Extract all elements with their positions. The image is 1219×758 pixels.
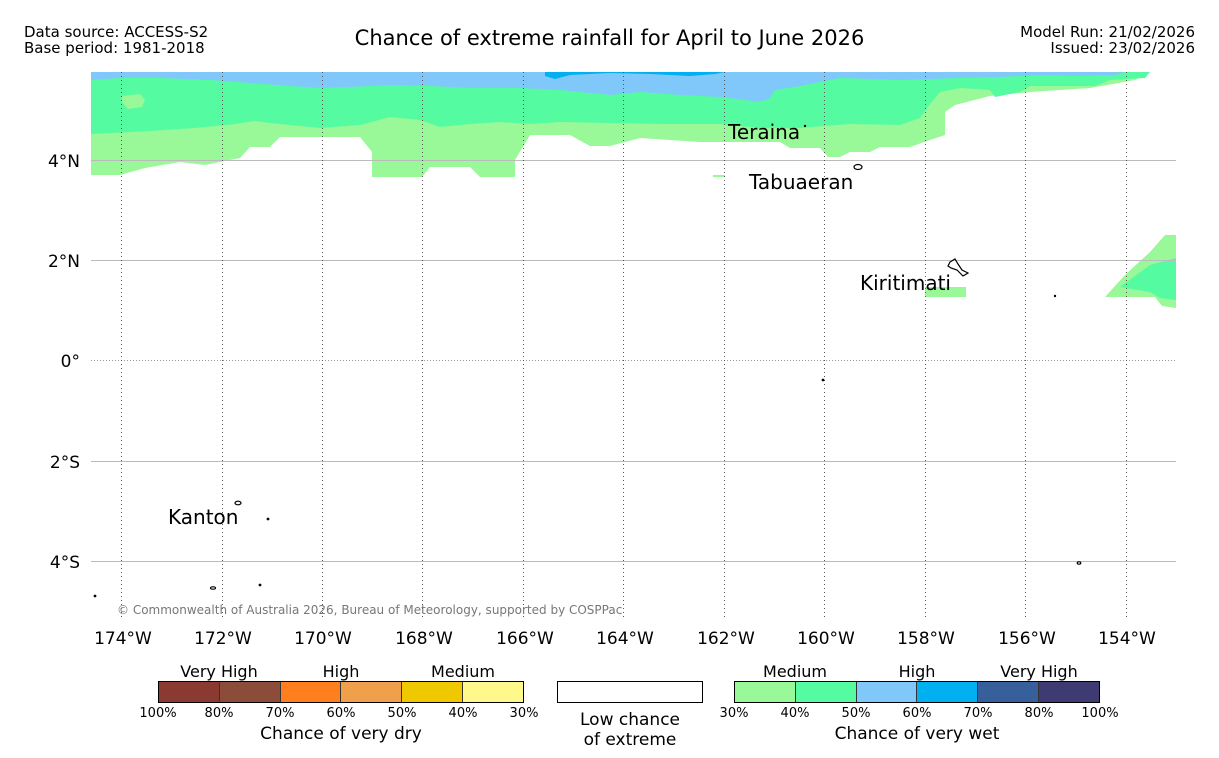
lon-label: 160°W — [797, 629, 855, 649]
header-left: Data source: ACCESS-S2 Base period: 1981… — [24, 24, 208, 56]
wet-color-cell — [795, 682, 857, 702]
island-outlines — [93, 124, 1082, 598]
latitude-gridlines — [91, 160, 1176, 562]
low-chance-label: Low chance of extreme — [557, 710, 703, 750]
dry-color-cell — [219, 682, 281, 702]
header-right: Model Run: 21/02/2026 Issued: 23/02/2026 — [1020, 24, 1195, 56]
dry-tick: 70% — [265, 706, 295, 721]
dry-color-cell — [280, 682, 342, 702]
lon-label: 156°W — [998, 629, 1056, 649]
wet-category-very-high: Very High — [1000, 662, 1078, 681]
wet-high-band — [91, 72, 1125, 102]
place-label-kiritimati: Kiritimati — [860, 271, 951, 295]
islet-2 — [209, 586, 217, 590]
wet-category-high: High — [898, 662, 936, 681]
dry-tick: 80% — [204, 706, 234, 721]
dry-color-cell — [463, 682, 523, 702]
wet-tick: 80% — [1024, 706, 1054, 721]
place-label-teraina: Teraina — [727, 120, 800, 144]
longitude-gridlines — [121, 72, 1127, 618]
wet-colorbar — [734, 681, 1100, 703]
place-label-tabuaeran: Tabuaeran — [748, 170, 853, 194]
wet-tick: 30% — [719, 706, 749, 721]
wet-color-cell — [735, 682, 796, 702]
dry-color-cell — [402, 682, 464, 702]
dry-color-cell — [159, 682, 220, 702]
kiritimati-island — [947, 258, 970, 277]
model-run-text: Model Run: 21/02/2026 — [1020, 23, 1195, 41]
wet-patch-kiritimati — [925, 287, 966, 297]
issued-text: Issued: 23/02/2026 — [1050, 39, 1195, 57]
wet-tick: 100% — [1081, 706, 1119, 721]
kanton-island — [234, 500, 242, 506]
lon-label: 166°W — [496, 629, 554, 649]
base-period-text: Base period: 1981-2018 — [24, 39, 205, 57]
wet-tick: 60% — [902, 706, 932, 721]
dry-colorbar — [158, 681, 524, 703]
data-source-text: Data source: ACCESS-S2 — [24, 23, 209, 41]
lon-label: 158°W — [897, 629, 955, 649]
dry-tick: 30% — [509, 706, 539, 721]
map-title: Chance of extreme rainfall for April to … — [354, 26, 865, 50]
longitude-labels: 174°W 172°W 170°W 168°W 166°W 164°W 162°… — [94, 629, 1156, 649]
copyright-notice: © Commonwealth of Australia 2026, Bureau… — [117, 603, 623, 617]
dry-color-cell — [341, 682, 403, 702]
wet-medium-band — [91, 72, 1150, 134]
wet-medium-light-patch — [122, 94, 145, 109]
dry-tick: 60% — [326, 706, 356, 721]
wet-tick: 70% — [963, 706, 993, 721]
dry-tick: 100% — [139, 706, 177, 721]
latitude-labels: 4°N 2°N 0° 2°S 4°S — [48, 152, 80, 573]
islet-3 — [258, 583, 262, 587]
wet-category-medium: Medium — [763, 662, 827, 681]
islet-5 — [821, 378, 825, 382]
tabuaeran-island — [853, 163, 863, 171]
wet-color-cell — [1039, 682, 1099, 702]
lon-label: 162°W — [697, 629, 755, 649]
wet-tick: 50% — [841, 706, 871, 721]
wet-legend-title: Chance of very wet — [834, 724, 1000, 744]
islet-8 — [803, 124, 807, 128]
lat-label: 4°N — [48, 152, 80, 172]
wet-color-cell — [917, 682, 979, 702]
lat-label: 4°S — [50, 553, 80, 573]
lat-label: 2°N — [48, 252, 80, 272]
dry-category-high: High — [322, 662, 360, 681]
wet-tick: 40% — [780, 706, 810, 721]
dry-tick: 40% — [448, 706, 478, 721]
rainfall-map: Teraina Tabuaeran Kiritimati Kanton 4°N … — [48, 72, 1176, 649]
lon-label: 168°W — [395, 629, 453, 649]
low-chance-swatch — [557, 681, 703, 703]
islet-1 — [266, 517, 270, 521]
low-chance-line2: of extreme — [583, 730, 677, 750]
lon-label: 172°W — [194, 629, 252, 649]
islet-7 — [1053, 294, 1057, 298]
dry-tick: 50% — [387, 706, 417, 721]
place-label-kanton: Kanton — [168, 505, 238, 529]
lon-label: 164°W — [596, 629, 654, 649]
wet-high-dark-patch — [545, 72, 725, 79]
wet-medium-east-band — [1120, 258, 1176, 300]
lon-label: 170°W — [294, 629, 352, 649]
wet-color-cell — [856, 682, 918, 702]
wet-patch-tabuaeran — [713, 175, 725, 177]
dry-category-very-high: Very High — [180, 662, 258, 681]
islet-4 — [93, 594, 97, 598]
lat-label: 2°S — [50, 453, 80, 473]
lat-label: 0° — [61, 352, 80, 372]
lon-label: 174°W — [94, 629, 152, 649]
wet-color-cell — [978, 682, 1040, 702]
lon-label: 154°W — [1098, 629, 1156, 649]
dry-legend-title: Chance of very dry — [260, 724, 422, 744]
islet-6 — [1076, 561, 1082, 565]
low-chance-line1: Low chance — [580, 710, 680, 730]
dry-category-medium: Medium — [431, 662, 495, 681]
